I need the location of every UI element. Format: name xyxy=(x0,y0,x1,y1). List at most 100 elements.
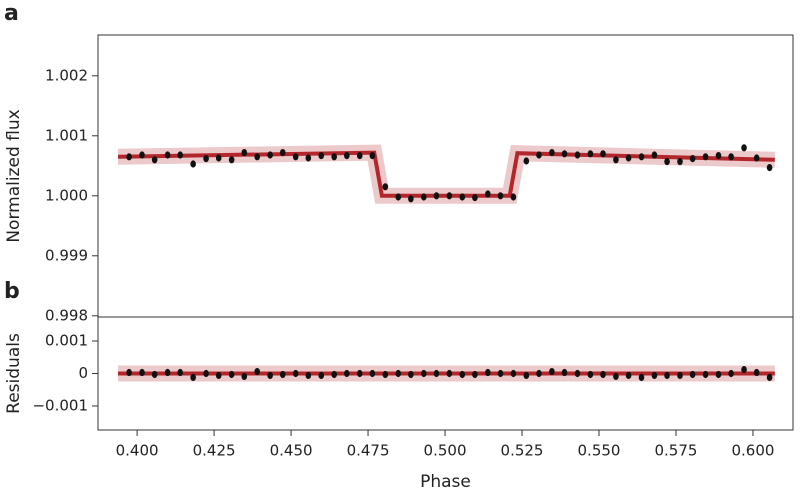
binned-point xyxy=(241,149,248,157)
x-tick-label: 0.475 xyxy=(347,442,390,460)
x-axis-title: Phase xyxy=(420,472,471,492)
binned-point xyxy=(497,369,504,378)
binned-point xyxy=(715,152,722,160)
binned-point xyxy=(472,370,478,379)
binned-point xyxy=(331,153,337,161)
binned-point xyxy=(766,164,773,172)
y-tick-label: 1.002 xyxy=(45,66,88,84)
x-tick-label: 0.425 xyxy=(193,442,236,460)
binned-point xyxy=(408,370,414,379)
plot-frame xyxy=(97,34,794,318)
binned-point xyxy=(408,195,414,203)
binned-point xyxy=(228,156,235,164)
y-tick-label: 0.999 xyxy=(45,246,88,264)
y-tick-label: 1.000 xyxy=(45,186,88,204)
binned-point xyxy=(587,150,594,158)
panel-label: a xyxy=(4,1,19,26)
binned-point xyxy=(177,151,184,159)
binned-point xyxy=(459,370,466,379)
binned-point xyxy=(126,368,132,377)
y-tick-label: 0 xyxy=(78,364,88,382)
binned-point xyxy=(472,194,478,202)
binned-point xyxy=(420,193,427,201)
binned-point xyxy=(279,149,286,157)
binned-point xyxy=(651,371,658,380)
binned-point xyxy=(741,144,747,152)
binned-point xyxy=(356,369,363,378)
binned-point xyxy=(215,371,222,380)
binned-point xyxy=(292,369,299,378)
binned-point xyxy=(523,371,530,380)
binned-point xyxy=(164,368,171,377)
binned-point xyxy=(382,370,389,379)
binned-point xyxy=(446,369,453,378)
binned-point xyxy=(574,151,581,159)
binned-point xyxy=(510,193,517,201)
binned-point xyxy=(318,152,325,160)
binned-point xyxy=(561,368,568,377)
x-tick-label: 0.525 xyxy=(501,442,544,460)
binned-point xyxy=(587,370,594,379)
binned-point xyxy=(254,367,261,376)
binned-point xyxy=(267,371,273,380)
binned-point xyxy=(523,157,530,165)
x-tick-label: 0.500 xyxy=(424,442,467,460)
plot-frame xyxy=(97,316,794,431)
binned-point xyxy=(651,151,658,159)
binned-point xyxy=(382,183,389,191)
binned-point xyxy=(677,158,683,166)
y-axis-title: Residuals xyxy=(4,333,24,414)
binned-point xyxy=(638,153,645,161)
binned-point xyxy=(561,150,568,158)
binned-point xyxy=(292,153,299,161)
binned-point xyxy=(702,370,709,379)
binned-point xyxy=(536,369,542,378)
binned-point xyxy=(356,152,363,160)
binned-point xyxy=(395,193,402,201)
binned-point xyxy=(267,151,273,159)
binned-point xyxy=(190,373,196,381)
binned-point xyxy=(228,370,235,379)
binned-point xyxy=(664,158,670,166)
binned-point xyxy=(549,367,555,376)
binned-point xyxy=(485,190,491,198)
binned-point xyxy=(331,370,337,379)
binned-point xyxy=(254,153,261,161)
binned-point xyxy=(549,149,555,157)
binned-point xyxy=(485,368,491,377)
x-tick-label: 0.575 xyxy=(655,442,698,460)
binned-point xyxy=(446,192,453,200)
binned-point xyxy=(753,368,760,377)
binned-point xyxy=(344,152,350,160)
binned-point xyxy=(728,153,734,161)
binned-point xyxy=(677,371,683,380)
binned-point xyxy=(318,371,325,380)
binned-point xyxy=(753,154,760,162)
binned-point xyxy=(305,371,312,380)
x-tick-label: 0.450 xyxy=(270,442,313,460)
y-axis-title: Normalized flux xyxy=(4,109,24,242)
binned-point xyxy=(164,151,171,159)
binned-point xyxy=(689,370,696,379)
binned-point xyxy=(728,369,734,378)
binned-point xyxy=(433,369,440,378)
binned-point xyxy=(420,369,427,378)
binned-point xyxy=(702,153,709,161)
binned-point xyxy=(215,154,222,162)
panel-label: b xyxy=(4,279,20,304)
binned-point xyxy=(203,369,209,378)
binned-point xyxy=(510,369,517,378)
binned-point xyxy=(766,373,773,381)
binned-point xyxy=(369,152,376,160)
x-tick-label: 0.550 xyxy=(578,442,621,460)
binned-point xyxy=(190,160,196,168)
binned-point xyxy=(613,156,619,164)
binned-point xyxy=(369,369,376,378)
binned-point xyxy=(625,371,632,380)
y-tick-label: 0.001 xyxy=(45,332,88,350)
binned-point xyxy=(638,373,645,381)
binned-point xyxy=(241,372,248,381)
y-tick-label: 0.998 xyxy=(45,306,88,324)
binned-point xyxy=(126,153,132,161)
